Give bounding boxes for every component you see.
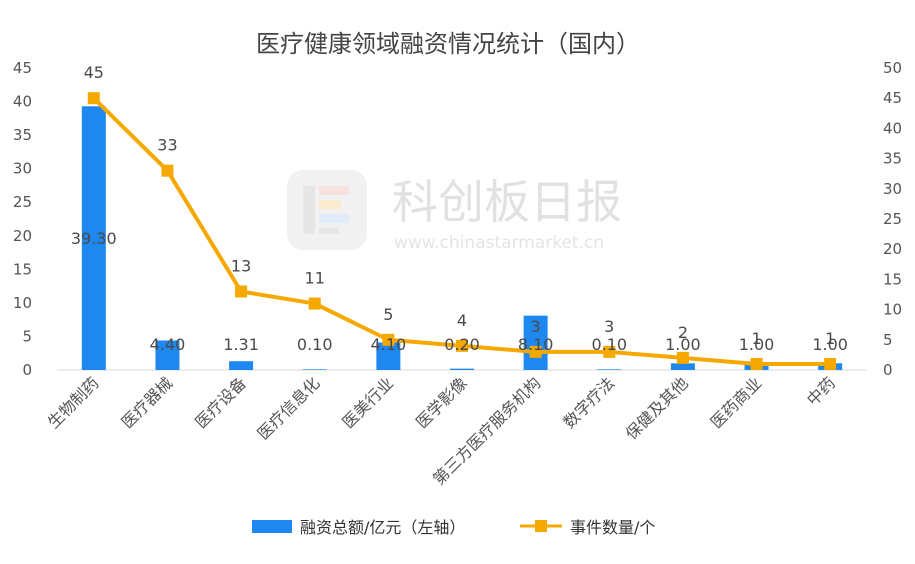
x-category-label: 医美行业 [338,373,397,432]
bar [597,369,622,370]
x-category-label: 医药商业 [707,373,766,432]
y-left-tick-label: 20 [13,227,32,245]
line-data-label: 2 [678,323,688,342]
bar [376,342,401,370]
bar [450,368,474,370]
x-category-label: 医学影像 [412,373,471,432]
bar-data-label: 1.31 [223,335,259,354]
bar-data-label: 4.10 [371,335,407,354]
y-left-tick-label: 30 [13,160,32,178]
line-data-label: 33 [157,136,177,155]
bar-data-label: 39.30 [71,229,117,248]
bar [155,340,180,370]
line-data-label: 11 [305,269,325,288]
x-category-label: 保健及其他 [622,373,692,443]
y-right-tick-label: 5 [883,331,893,349]
line-point [603,345,616,358]
y-left-tick-label: 25 [13,193,32,211]
bar-data-label: 8.10 [518,335,554,354]
line-data-label: 45 [84,63,104,82]
line-data-label: 13 [231,256,251,275]
line-point [456,339,468,352]
chart-title: 医疗健康领域融资情况统计（国内） [256,30,640,58]
line-data-label: 3 [531,317,541,336]
y-right-tick-label: 40 [883,119,902,137]
y-right-tick-label: 0 [883,361,893,379]
bar-data-label: 0.20 [444,335,480,354]
bar-data-label: 0.10 [591,335,627,354]
y-axis-left: 0 5 10 15 20 25 30 35 40 45 [13,59,32,379]
bar [229,361,254,370]
bar-series [81,106,843,371]
line-point [308,297,321,310]
y-right-tick-label: 45 [883,89,902,107]
watermark: 科创板日报 www.chinastarmarket.cn [287,170,622,253]
legend-swatch-marker [535,520,547,532]
line-data-label: 1 [825,329,835,348]
y-right-tick-label: 50 [883,59,902,77]
y-left-tick-label: 15 [13,260,32,278]
watermark-url: www.chinastarmarket.cn [394,233,604,253]
bar [523,315,548,370]
legend-label-bar: 融资总额/亿元（左轴） [300,518,465,537]
line-data-label: 3 [604,317,614,336]
x-category-label: 中药 [803,373,839,409]
bar-data-label: 1.00 [739,335,775,354]
bar [81,106,106,371]
y-right-tick-label: 35 [883,150,902,168]
line-point [676,351,689,364]
y-axis-right: 0 5 10 15 20 25 30 35 40 45 50 [883,59,902,379]
bar-data-label: 0.10 [297,335,333,354]
line-point [529,345,542,358]
line-point [87,92,100,105]
watermark-brand: 科创板日报 [392,175,622,229]
line-data-label: 4 [457,311,467,330]
bar-data-label: 1.00 [665,335,701,354]
x-category-label: 医疗信息化 [254,373,324,443]
y-right-tick-label: 15 [883,270,902,288]
x-category-label: 生物制药 [44,373,103,432]
legend-swatch-bar [252,520,292,533]
line-data-label: 5 [383,305,393,324]
bar-data-label: 4.40 [150,335,186,354]
line-point [824,357,837,370]
line-data-label: 1 [751,329,761,348]
x-category-label: 医疗设备 [191,373,250,432]
y-left-tick-label: 10 [13,294,32,312]
y-right-tick-label: 25 [883,210,902,228]
legend: 融资总额/亿元（左轴） 事件数量/个 [252,518,655,537]
y-left-tick-label: 5 [22,327,32,345]
line-point [750,357,763,370]
line-point [235,285,248,298]
data-labels: 39.30 4.40 1.31 0.10 4.10 0.20 8.10 0.10 1.00 1.0… [71,63,848,354]
watermark-logo-icon [287,170,367,250]
line-series [87,92,837,370]
y-left-tick-label: 45 [13,59,32,77]
x-category-label: 数字疗法 [559,373,618,432]
bar-data-label: 1.00 [812,335,848,354]
bar [670,363,695,370]
y-right-tick-label: 20 [883,240,902,258]
y-right-tick-label: 10 [883,301,902,319]
bar [302,369,327,370]
y-left-tick-label: 0 [22,361,32,379]
x-category-label: 医疗器械 [118,373,177,432]
line-point [161,164,174,177]
line-point [382,333,395,346]
y-right-tick-label: 30 [883,180,902,198]
legend-label-line: 事件数量/个 [570,518,655,537]
y-left-tick-label: 35 [13,126,32,144]
y-left-tick-label: 40 [13,93,32,111]
